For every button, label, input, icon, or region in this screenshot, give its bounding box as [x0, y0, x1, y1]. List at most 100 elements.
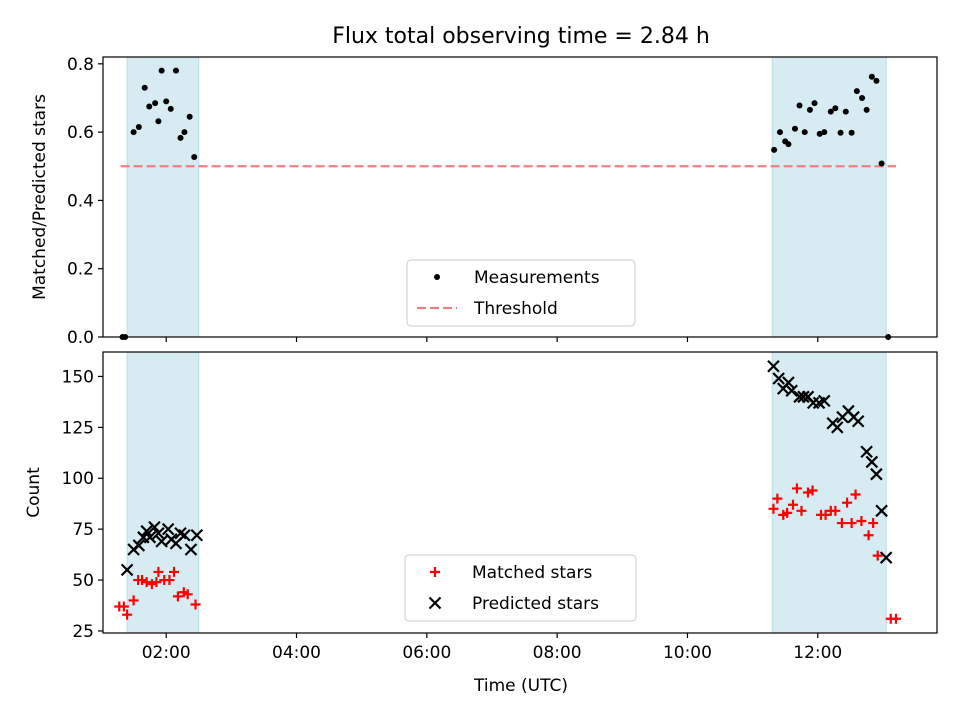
predicted-stars-point [797, 390, 810, 404]
matched-stars-point [182, 589, 193, 600]
predicted-stars-point [865, 455, 879, 469]
legend-label: Threshold [473, 299, 558, 319]
predicted-stars-point [140, 524, 153, 538]
predicted-stars-point [772, 372, 785, 385]
predicted-stars-point [161, 522, 175, 536]
measurement-point [141, 84, 148, 91]
legend-marker-measurements [434, 274, 440, 280]
matched-stars-point [137, 575, 148, 586]
y-tick-label: 0.4 [67, 191, 94, 211]
observation-window-2 [771, 56, 887, 338]
measurement-point [186, 113, 193, 120]
x-tick-label: 06:00 [402, 643, 451, 663]
measurement-point [796, 102, 803, 109]
measurement-point [816, 130, 823, 137]
matched-stars-point [788, 499, 799, 510]
y-tick-label: 75 [72, 520, 94, 540]
matched-stars-point [863, 530, 874, 541]
measurement-point [163, 98, 170, 105]
matched-stars-point [153, 566, 164, 577]
matched-stars-point [846, 518, 857, 529]
predicted-stars-point [143, 531, 157, 544]
matched-stars-point [128, 595, 139, 606]
y-tick-label: 50 [72, 571, 94, 591]
predicted-stars-point [870, 467, 883, 481]
predicted-stars-point [767, 359, 780, 373]
legend: Matched stars Predicted stars [404, 554, 637, 622]
measurement-point [776, 129, 783, 136]
y-tick-label: 25 [72, 622, 94, 642]
measurement-point [167, 105, 174, 112]
legend-label: Predicted stars [472, 594, 599, 614]
matched-stars-point [856, 516, 867, 527]
matched-stars-point [118, 601, 129, 612]
predicted-stars-point [860, 445, 873, 459]
observation-window-2 [771, 351, 887, 634]
predicted-stars-point [831, 421, 844, 434]
measurement-point [152, 100, 159, 107]
matched-stars-point [151, 577, 162, 588]
matched-stars-point [768, 503, 779, 514]
measurement-point [842, 108, 849, 115]
measurement-point [130, 129, 137, 136]
y-axis-label: Count [24, 467, 44, 518]
matched-stars-point [802, 487, 813, 498]
measurement-point [827, 108, 834, 115]
predicted-stars-point [851, 414, 865, 428]
measurement-point [821, 129, 828, 136]
measurement-point [135, 124, 142, 130]
measurement-point [837, 129, 844, 136]
matched-stars-point [782, 507, 793, 518]
matched-stars-point [164, 575, 175, 586]
observation-window-1 [126, 351, 200, 634]
predicted-stars-point [132, 539, 146, 552]
chart-title: Flux total observing time = 2.84 h [332, 24, 710, 49]
measurement-point [873, 77, 880, 84]
measurement-point [878, 160, 885, 167]
matched-stars-point [796, 505, 807, 516]
measurement-point [863, 106, 870, 113]
observation-window-1 [126, 56, 200, 338]
x-tick-label: 04:00 [272, 643, 321, 663]
x-tick-label: 10:00 [663, 643, 712, 663]
predicted-stars-point [152, 526, 165, 540]
measurement-point [806, 106, 813, 113]
matched-stars-point [169, 566, 180, 577]
measurement-point [832, 105, 839, 112]
matched-stars-point [868, 518, 879, 529]
measurement-point [191, 154, 198, 161]
legend-box [406, 259, 636, 327]
y-tick-label: 0.2 [67, 260, 94, 280]
measurement-point [853, 88, 860, 95]
y-tick-label: 0.8 [67, 55, 94, 75]
matched-stars-point [836, 518, 847, 529]
y-tick-label: 125 [62, 418, 94, 438]
measurement-point [868, 73, 875, 80]
bottom-panel: 25 50 75 100 125 150 02:00 04:00 06:00 08:00 10:00… [24, 351, 938, 696]
y-axis-label: Matched/Predicted stars [30, 94, 50, 300]
matched-stars-point [890, 613, 901, 624]
measurement-point [155, 118, 162, 125]
series-matched-stars [114, 483, 901, 624]
y-tick-label: 0.0 [67, 328, 94, 348]
predicted-stars-point [875, 504, 888, 518]
x-tick-label: 02:00 [142, 643, 191, 663]
measurement-point [177, 134, 184, 141]
matched-stars-point [850, 489, 861, 500]
predicted-stars-point [785, 384, 798, 397]
matched-stars-point [190, 599, 201, 610]
matched-stars-point [146, 579, 157, 590]
measurement-point [859, 94, 866, 101]
measurement-point [146, 103, 153, 110]
matched-stars-point [842, 497, 853, 508]
matched-stars-point [141, 577, 152, 588]
measurement-point [771, 146, 778, 153]
measurement-point [785, 141, 792, 148]
legend-marker-matched [430, 567, 440, 577]
matched-stars-point [820, 509, 831, 520]
legend-marker-predicted [428, 596, 442, 610]
legend-label: Measurements [474, 268, 600, 288]
legend: Measurements Threshold [406, 259, 636, 327]
matched-stars-point [791, 483, 802, 494]
